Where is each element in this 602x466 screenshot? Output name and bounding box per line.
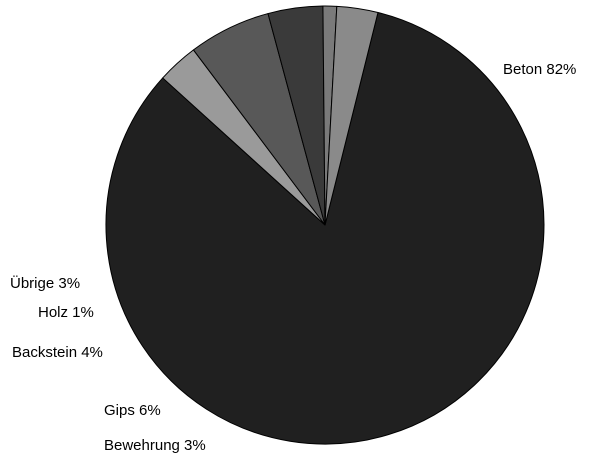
pie-label-gips: Gips 6% <box>104 402 161 419</box>
pie-label-bewehrung: Bewehrung 3% <box>104 437 206 454</box>
pie-label-beton: Beton 82% <box>503 61 576 78</box>
pie-slices <box>106 6 544 444</box>
pie-label-holz: Holz 1% <box>38 304 94 321</box>
pie-label-übrige: Übrige 3% <box>10 274 80 292</box>
pie-label-backstein: Backstein 4% <box>12 344 103 361</box>
